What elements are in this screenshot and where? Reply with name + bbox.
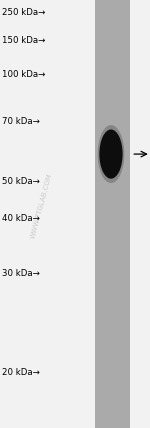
Text: 100 kDa→: 100 kDa→ <box>2 70 45 80</box>
Text: 70 kDa→: 70 kDa→ <box>2 117 39 127</box>
Text: 40 kDa→: 40 kDa→ <box>2 214 39 223</box>
Text: 250 kDa→: 250 kDa→ <box>2 8 45 18</box>
Bar <box>95 0 130 428</box>
Text: 150 kDa→: 150 kDa→ <box>2 36 45 45</box>
Text: WWW.PTGLAB.COM: WWW.PTGLAB.COM <box>30 172 54 239</box>
Ellipse shape <box>98 125 124 183</box>
Text: 30 kDa→: 30 kDa→ <box>2 269 39 279</box>
Text: 50 kDa→: 50 kDa→ <box>2 177 39 187</box>
Ellipse shape <box>99 129 123 179</box>
Text: 20 kDa→: 20 kDa→ <box>2 368 39 377</box>
